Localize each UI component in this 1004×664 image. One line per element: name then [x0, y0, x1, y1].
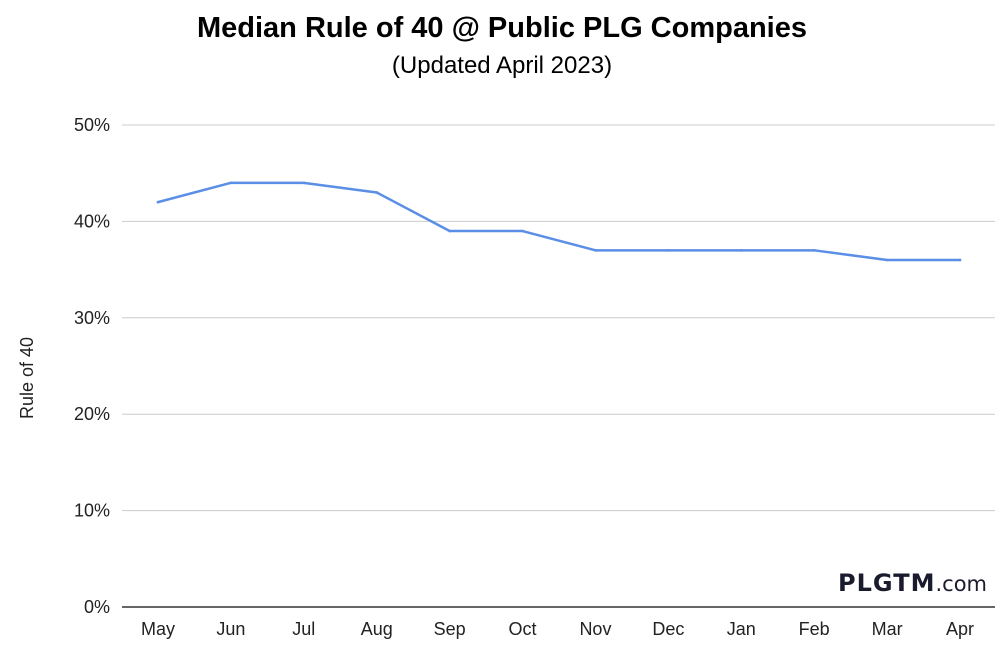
data-point: [302, 181, 306, 185]
x-tick-label: Oct: [509, 619, 537, 639]
data-point: [594, 249, 597, 252]
y-tick-label: 40%: [74, 211, 110, 231]
data-point: [156, 200, 160, 204]
y-tick-label: 50%: [74, 115, 110, 135]
x-tick-label: Aug: [361, 619, 393, 639]
y-axis-ticks: 0% 10% 20% 30% 40% 50%: [74, 115, 110, 617]
x-tick-label: Sep: [434, 619, 466, 639]
data-point: [812, 249, 816, 252]
watermark-domain: .com: [935, 572, 987, 596]
data-point: [448, 229, 451, 233]
x-tick-label: Nov: [579, 619, 611, 639]
x-tick-label: Dec: [652, 619, 684, 639]
x-axis-ticks: May Jun Jul Aug Sep Oct Nov Dec Jan Feb Mar Apr: [141, 619, 974, 639]
y-tick-label: 20%: [74, 404, 110, 424]
data-point: [375, 191, 379, 194]
y-tick-label: 30%: [74, 308, 110, 328]
data-point: [739, 249, 743, 252]
data-point: [667, 249, 670, 252]
series-line: [156, 181, 962, 262]
data-point: [885, 258, 889, 262]
y-tick-label: 0%: [84, 597, 110, 617]
x-tick-label: Feb: [799, 619, 830, 639]
data-point: [229, 181, 233, 185]
x-tick-label: May: [141, 619, 175, 639]
x-tick-label: Mar: [872, 619, 903, 639]
chart-title: Median Rule of 40 @ Public PLG Companies: [197, 12, 807, 44]
series-group: [156, 181, 962, 262]
watermark: PLGTM.com: [838, 569, 987, 597]
y-axis-label: Rule of 40: [17, 337, 37, 419]
gridlines: [122, 124, 995, 608]
data-point: [521, 229, 524, 233]
x-tick-label: Apr: [946, 619, 974, 639]
y-tick-label: 10%: [74, 501, 110, 521]
x-tick-label: Jan: [727, 619, 756, 639]
watermark-brand: PLGTM: [838, 569, 935, 597]
x-tick-label: Jun: [216, 619, 245, 639]
data-point: [958, 258, 962, 262]
chart-subtitle: (Updated April 2023): [391, 52, 613, 79]
x-tick-label: Jul: [292, 619, 315, 639]
